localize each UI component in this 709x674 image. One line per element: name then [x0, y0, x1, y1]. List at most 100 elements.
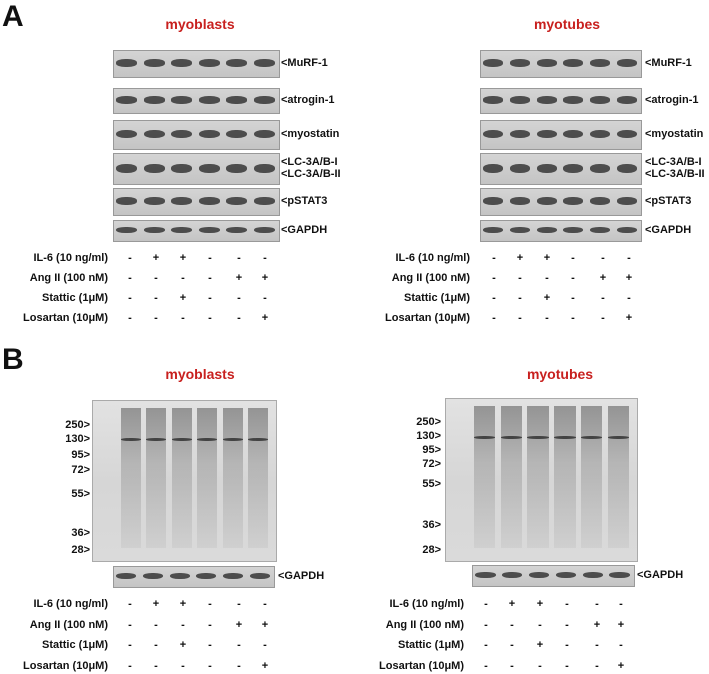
- band-label: <GAPDH: [278, 570, 325, 582]
- treatment-sign: -: [545, 312, 549, 324]
- band: [509, 227, 531, 233]
- treatment-name: Ang II (100 nM): [29, 619, 108, 631]
- treatment-sign: -: [208, 598, 212, 610]
- treatment-sign: -: [595, 639, 599, 651]
- blot-strip: [113, 50, 280, 78]
- treatment-name: IL-6 (10 ng/ml): [389, 598, 464, 610]
- band: [143, 163, 165, 173]
- treatment-sign: -: [128, 252, 132, 264]
- treatment-sign: -: [484, 619, 488, 631]
- treatment-sign: -: [263, 252, 267, 264]
- blot-strip: [472, 565, 635, 587]
- band: [589, 197, 611, 205]
- treatment-sign: -: [510, 619, 514, 631]
- treatment-sign: -: [128, 272, 132, 284]
- treatment-name: IL-6 (10 ng/ml): [33, 252, 108, 264]
- blot-strip: [113, 88, 280, 114]
- treatment-sign: +: [261, 619, 269, 631]
- band: [226, 227, 248, 233]
- treatment-name: Ang II (100 nM): [391, 272, 470, 284]
- treatment-name: Stattic (1μM): [41, 639, 108, 651]
- treatment-sign: -: [619, 639, 623, 651]
- band: [116, 96, 138, 104]
- band: [198, 163, 220, 173]
- mw-marker: 36>: [422, 519, 441, 531]
- treatment-sign: -: [484, 660, 488, 672]
- treatment-sign: -: [181, 272, 185, 284]
- band: [607, 436, 630, 439]
- band: [169, 573, 190, 579]
- band: [116, 59, 138, 67]
- treatment-sign: -: [208, 292, 212, 304]
- treatment-sign: -: [181, 660, 185, 672]
- band: [198, 59, 220, 67]
- band: [509, 129, 531, 139]
- band: [509, 96, 531, 104]
- mw-marker: 55>: [71, 488, 90, 500]
- band: [226, 197, 248, 205]
- band: [616, 59, 637, 67]
- blot-strip: [480, 188, 642, 216]
- treatment-sign: -: [263, 598, 267, 610]
- band: [171, 129, 193, 139]
- band: [226, 96, 248, 104]
- band-label: <atrogin-1: [281, 94, 335, 106]
- band: [253, 129, 275, 139]
- mw-marker: 130>: [416, 430, 441, 442]
- blot-strip: [480, 120, 642, 150]
- blot-strip: [480, 153, 642, 185]
- treatment-sign: +: [261, 312, 269, 324]
- treatment-sign: -: [154, 272, 158, 284]
- band: [198, 227, 220, 233]
- treatment-sign: +: [516, 252, 524, 264]
- blot-strip: [480, 220, 642, 242]
- band: [120, 438, 141, 441]
- treatment-sign: -: [154, 312, 158, 324]
- treatment-name: IL-6 (10 ng/ml): [395, 252, 470, 264]
- treatment-sign: -: [208, 272, 212, 284]
- band-label: <GAPDH: [637, 569, 684, 581]
- treatment-sign: -: [565, 619, 569, 631]
- panel-label: B: [2, 343, 24, 376]
- band-label: <MuRF-1: [645, 57, 692, 69]
- treatment-sign: -: [595, 660, 599, 672]
- band: [527, 436, 549, 439]
- band: [563, 227, 584, 233]
- treatment-sign: -: [601, 312, 605, 324]
- blot-title: myotubes: [533, 16, 601, 32]
- mw-marker: 95>: [422, 444, 441, 456]
- band: [253, 197, 275, 205]
- band: [248, 438, 269, 441]
- treatment-sign: -: [263, 639, 267, 651]
- treatment-sign: +: [152, 252, 160, 264]
- mw-marker: 250>: [416, 416, 441, 428]
- band: [616, 163, 637, 173]
- treatment-sign: -: [595, 598, 599, 610]
- treatment-sign: -: [538, 660, 542, 672]
- treatment-sign: +: [179, 252, 187, 264]
- band: [143, 129, 165, 139]
- band: [253, 96, 275, 104]
- treatment-sign: -: [627, 252, 631, 264]
- band: [171, 227, 193, 233]
- blot-strip: [113, 220, 280, 242]
- treatment-name: Losartan (10μM): [385, 312, 470, 324]
- band-label: <GAPDH: [281, 224, 328, 236]
- treatment-sign: -: [208, 312, 212, 324]
- treatment-sign: +: [261, 660, 269, 672]
- treatment-sign: -: [154, 639, 158, 651]
- treatment-sign: -: [237, 660, 241, 672]
- lane-smear: [120, 408, 141, 548]
- lane-smear: [527, 406, 549, 548]
- treatment-sign: -: [510, 660, 514, 672]
- band: [616, 96, 637, 104]
- band-label: <LC-3A/B-II: [645, 168, 705, 180]
- band: [226, 59, 248, 67]
- treatment-sign: -: [208, 252, 212, 264]
- lane-smear: [607, 406, 630, 548]
- blot-strip: [480, 88, 642, 114]
- band: [483, 227, 504, 233]
- blot-title: myoblasts: [165, 366, 235, 382]
- band-label: <LC-3A/B-I: [281, 156, 338, 168]
